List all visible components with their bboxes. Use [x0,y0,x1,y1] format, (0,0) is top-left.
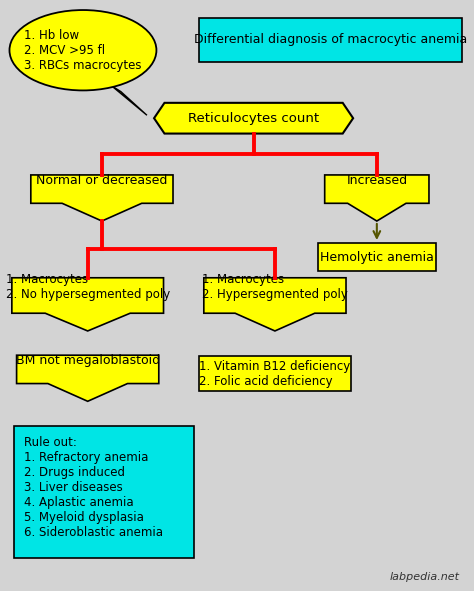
FancyBboxPatch shape [199,18,462,62]
Text: 1. Vitamin B12 deficiency
2. Folic acid deficiency: 1. Vitamin B12 deficiency 2. Folic acid … [199,359,351,388]
Polygon shape [31,175,173,221]
Polygon shape [111,86,147,115]
Text: Rule out:
1. Refractory anemia
2. Drugs induced
3. Liver diseases
4. Aplastic an: Rule out: 1. Refractory anemia 2. Drugs … [24,436,163,539]
Text: Hemolytic anemia: Hemolytic anemia [320,251,434,264]
Text: 1. Macrocytes
2. No hypersegmented poly: 1. Macrocytes 2. No hypersegmented poly [6,272,170,301]
Text: Increased: Increased [346,174,407,187]
Text: labpedia.net: labpedia.net [390,572,460,582]
Text: Differential diagnosis of macrocytic anemia: Differential diagnosis of macrocytic ane… [194,34,467,46]
Polygon shape [17,355,159,401]
Text: Reticulocytes count: Reticulocytes count [188,112,319,125]
Text: BM not megaloblastoid: BM not megaloblastoid [16,354,160,367]
FancyBboxPatch shape [318,243,436,271]
FancyBboxPatch shape [14,426,194,558]
Polygon shape [154,103,353,134]
Polygon shape [204,278,346,331]
Text: Normal or decreased: Normal or decreased [36,174,168,187]
Text: 1. Macrocytes
2. Hypersegmented poly: 1. Macrocytes 2. Hypersegmented poly [202,272,348,301]
FancyBboxPatch shape [199,356,351,391]
Text: 1. Hb low
2. MCV >95 fl
3. RBCs macrocytes: 1. Hb low 2. MCV >95 fl 3. RBCs macrocyt… [24,29,142,72]
Ellipse shape [9,10,156,90]
Polygon shape [325,175,429,221]
Polygon shape [12,278,164,331]
